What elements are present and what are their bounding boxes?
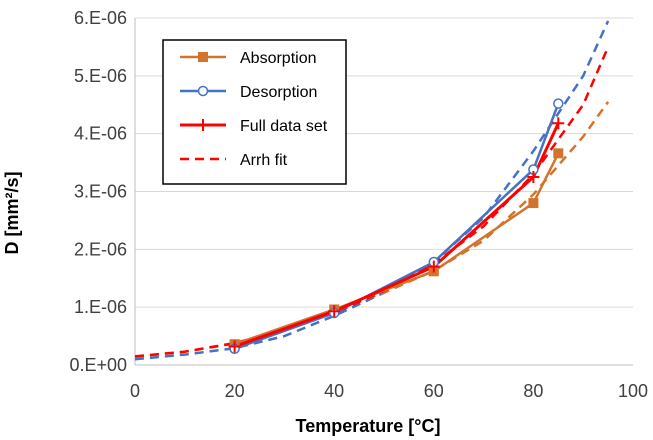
legend: Absorption Desorption Full data set Arrh fi…	[162, 39, 347, 185]
legend-box	[162, 39, 347, 185]
x-tick-label: 60	[424, 381, 444, 401]
y-axis-title: D [mm²/s]	[2, 171, 22, 254]
y-tick-label: 3.E-06	[74, 182, 127, 202]
x-tick-label: 0	[130, 381, 140, 401]
axes	[134, 18, 633, 366]
legend-label: Full data set	[240, 118, 328, 135]
series-markers	[228, 98, 565, 355]
legend-marker	[198, 52, 208, 62]
tick-labels: 0.E+00 1.E-06 2.E-06 3.E-06 4.E-06 5.E-06 6.E-…	[69, 8, 648, 401]
y-tick-label: 0.E+00	[69, 355, 127, 375]
data-point-full-data-set	[427, 260, 440, 273]
legend-marker	[197, 85, 209, 97]
legend-marker	[197, 119, 209, 131]
y-tick-label: 4.E-06	[74, 124, 127, 144]
x-tick-label: 80	[523, 381, 543, 401]
x-tick-label: 100	[618, 381, 648, 401]
x-tick-label: 20	[225, 381, 245, 401]
data-point-desorption	[553, 98, 564, 109]
data-point-full-data-set	[527, 171, 540, 184]
y-tick-label: 1.E-06	[74, 297, 127, 317]
x-axis-title: Temperature [°C]	[296, 416, 441, 436]
data-point-absorption	[528, 198, 539, 209]
data-point-absorption	[553, 148, 564, 159]
data-point-full-data-set	[328, 305, 341, 318]
legend-label: Desorption	[240, 84, 317, 101]
legend-label: Arrh fit	[240, 152, 288, 169]
data-point-full-data-set	[228, 340, 241, 353]
y-tick-label: 2.E-06	[74, 239, 127, 259]
y-tick-label: 5.E-06	[74, 66, 127, 86]
data-point-full-data-set	[552, 117, 565, 130]
legend-label: Absorption	[240, 50, 317, 67]
y-tick-label: 6.E-06	[74, 8, 127, 28]
x-tick-label: 40	[324, 381, 344, 401]
